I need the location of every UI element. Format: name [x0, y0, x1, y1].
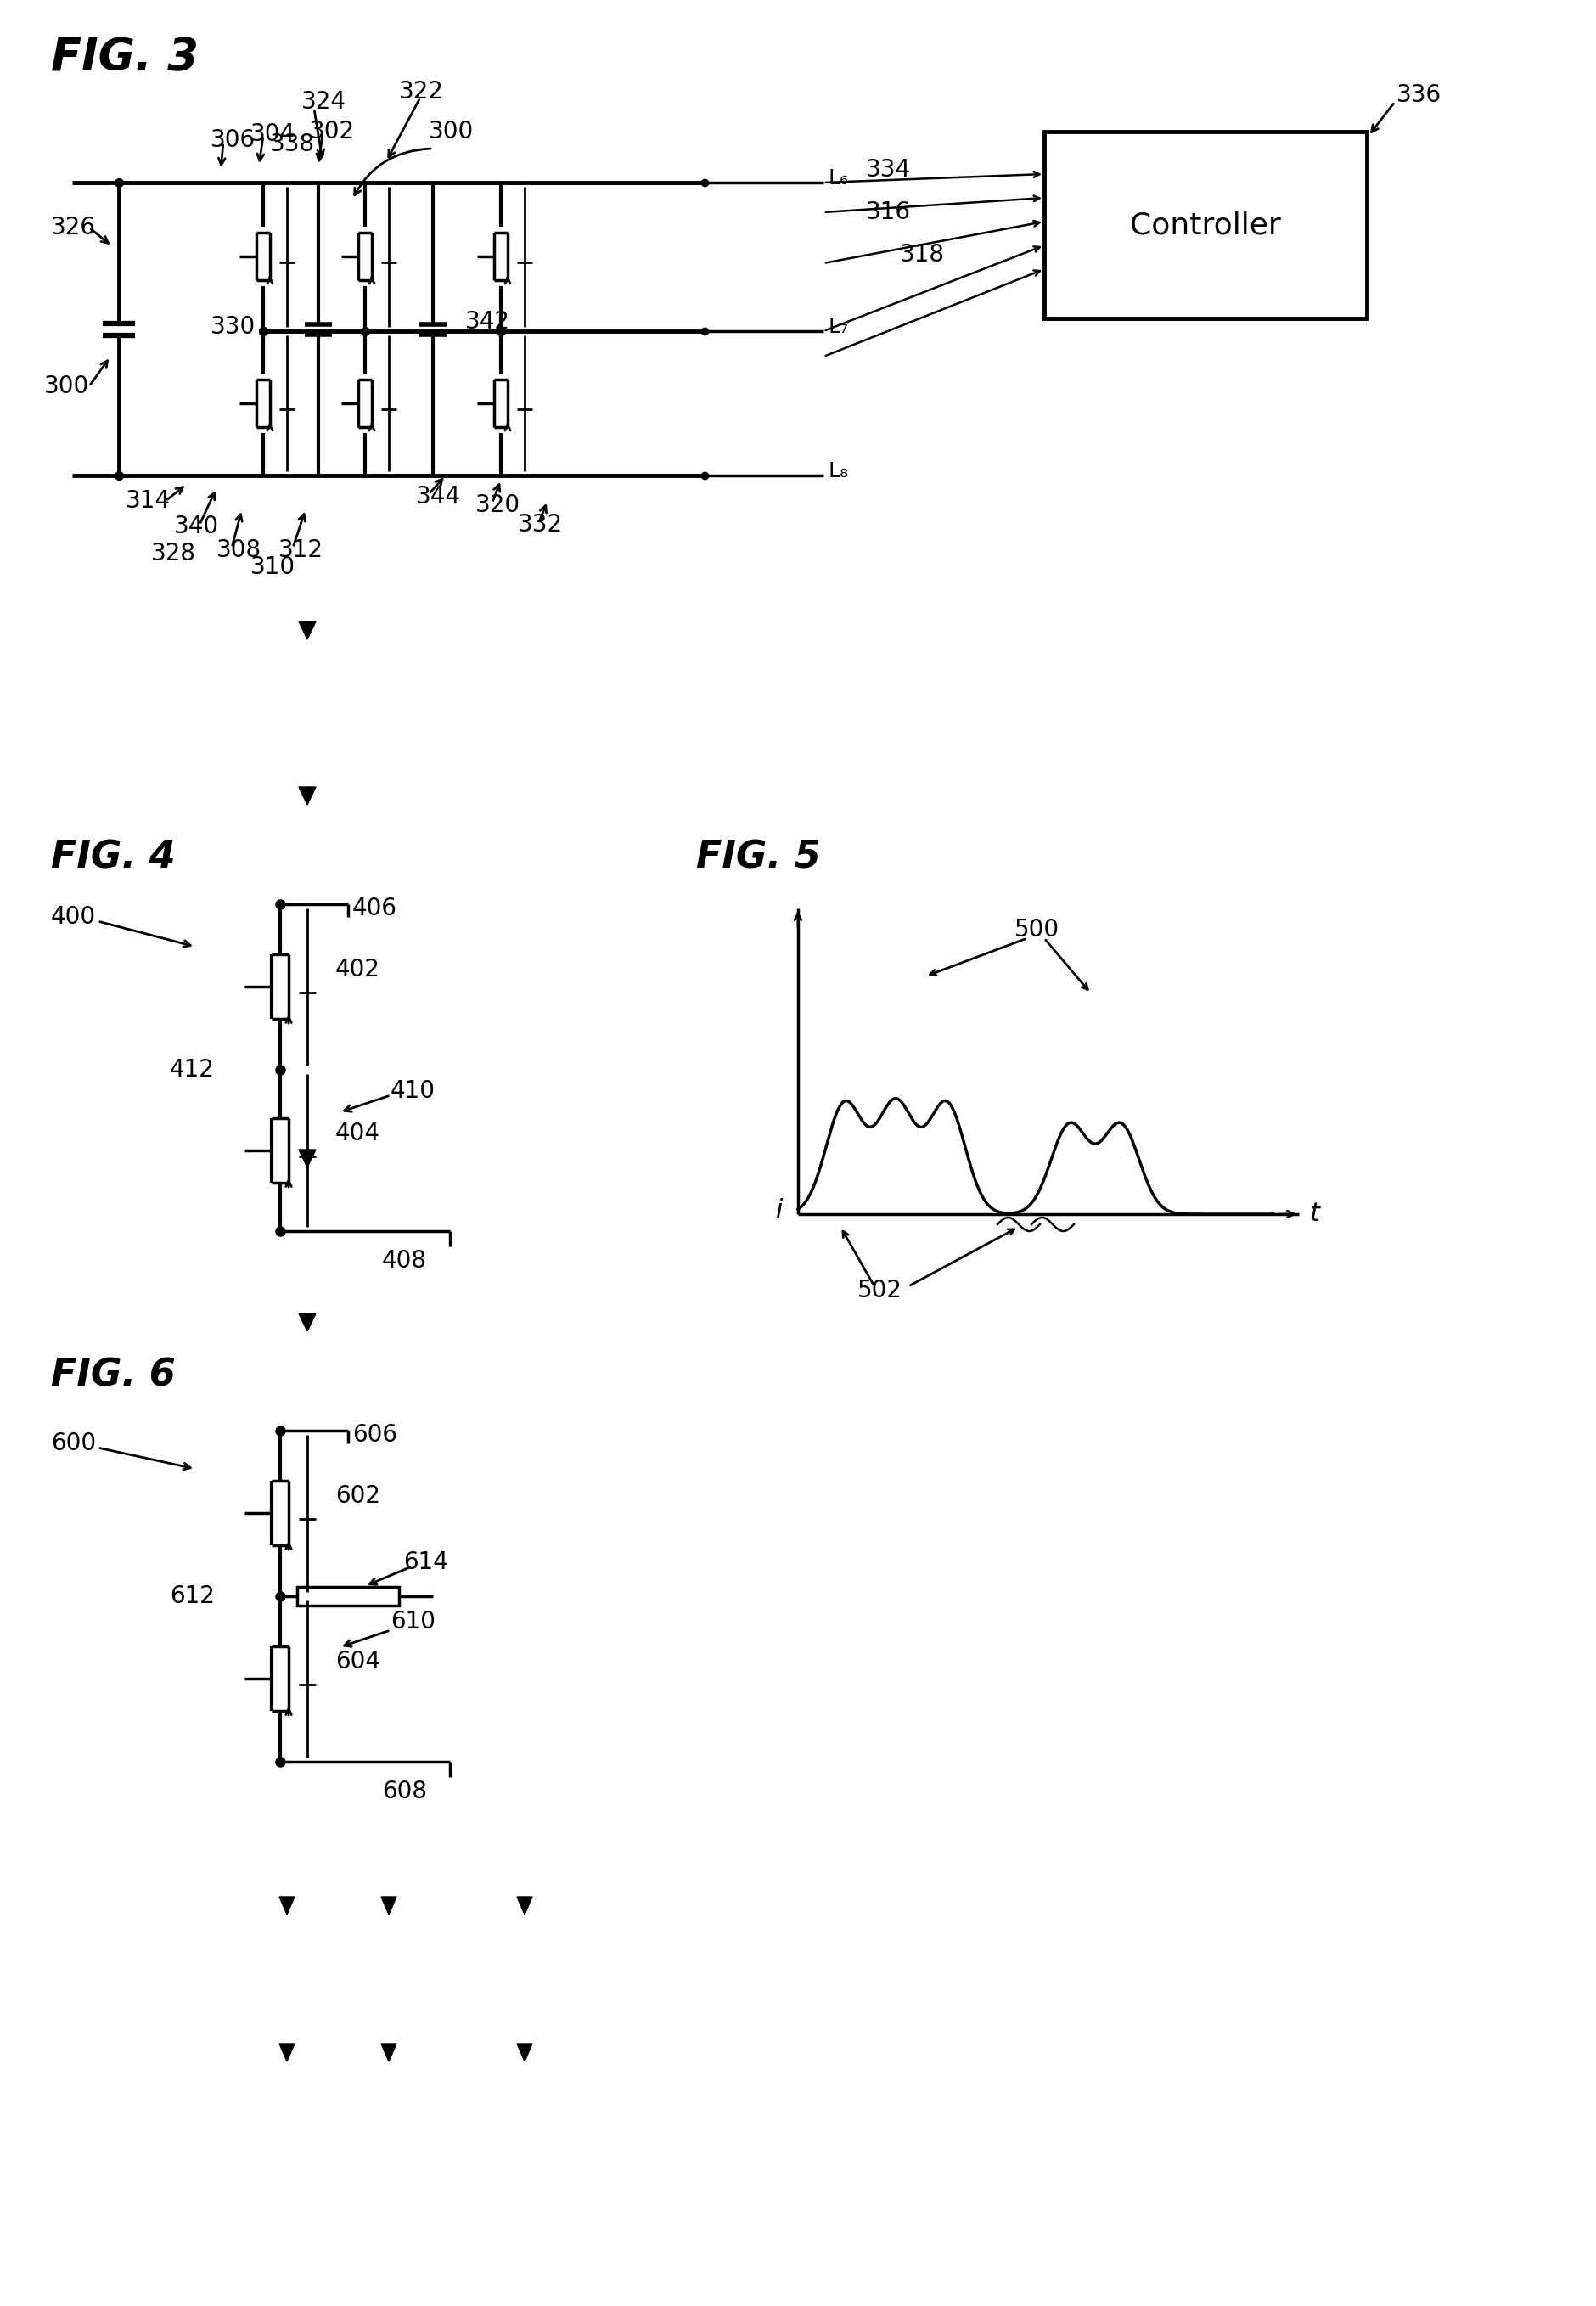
Polygon shape [381, 2043, 396, 2062]
Text: 404: 404 [335, 1121, 380, 1146]
Text: 308: 308 [217, 537, 262, 563]
Text: 300: 300 [45, 374, 89, 399]
Text: 608: 608 [381, 1780, 428, 1803]
Text: FIG. 3: FIG. 3 [51, 35, 198, 81]
Text: L₈: L₈ [828, 461, 847, 482]
Text: 336: 336 [1396, 83, 1441, 106]
Text: 326: 326 [51, 217, 96, 240]
Text: FIG. 4: FIG. 4 [51, 839, 176, 876]
Text: 412: 412 [169, 1058, 215, 1082]
Text: 330: 330 [211, 316, 255, 339]
Text: FIG. 6: FIG. 6 [51, 1358, 176, 1393]
Text: i: i [776, 1197, 782, 1222]
Text: 324: 324 [302, 90, 346, 113]
Text: 338: 338 [270, 131, 314, 157]
Text: 340: 340 [174, 514, 219, 537]
Text: 400: 400 [51, 904, 96, 929]
Text: FIG. 5: FIG. 5 [696, 839, 820, 876]
Text: 606: 606 [353, 1423, 397, 1446]
Text: 332: 332 [517, 512, 563, 537]
Bar [1044, 131, 1366, 318]
Text: 410: 410 [391, 1079, 436, 1102]
Text: 322: 322 [399, 81, 444, 104]
Text: 316: 316 [867, 201, 911, 224]
Polygon shape [517, 2043, 533, 2062]
Text: 604: 604 [335, 1649, 380, 1674]
Text: L₆: L₆ [828, 168, 847, 189]
Polygon shape [298, 1314, 316, 1331]
Text: 310: 310 [251, 556, 295, 579]
Text: 318: 318 [900, 242, 945, 267]
Text: 342: 342 [464, 309, 511, 334]
Text: 304: 304 [251, 122, 295, 145]
Text: 600: 600 [51, 1432, 96, 1455]
Text: 334: 334 [867, 157, 911, 182]
Text: 408: 408 [381, 1250, 428, 1273]
Polygon shape [298, 786, 316, 805]
Polygon shape [279, 2043, 295, 2062]
Text: t: t [1309, 1201, 1320, 1227]
Bar [297, 1587, 399, 1605]
Text: 320: 320 [476, 493, 520, 517]
Polygon shape [517, 1898, 533, 1914]
Text: 402: 402 [335, 957, 380, 982]
Text: 344: 344 [417, 484, 461, 510]
Text: 328: 328 [152, 542, 196, 565]
Polygon shape [298, 1151, 316, 1167]
Text: 502: 502 [857, 1278, 902, 1303]
Polygon shape [298, 623, 316, 639]
Text: 312: 312 [278, 537, 324, 563]
Text: 614: 614 [404, 1550, 448, 1575]
Text: Controller: Controller [1130, 210, 1282, 240]
Text: 406: 406 [353, 897, 397, 920]
Polygon shape [279, 1898, 295, 1914]
Text: 300: 300 [429, 120, 474, 143]
Text: 602: 602 [335, 1485, 380, 1508]
Text: 610: 610 [391, 1610, 436, 1633]
Text: L₇: L₇ [828, 316, 847, 337]
Text: 302: 302 [310, 120, 354, 143]
Polygon shape [381, 1898, 396, 1914]
Text: 500: 500 [1015, 918, 1060, 941]
Text: 612: 612 [169, 1584, 215, 1607]
Text: 314: 314 [126, 489, 171, 512]
Text: 306: 306 [211, 129, 255, 152]
